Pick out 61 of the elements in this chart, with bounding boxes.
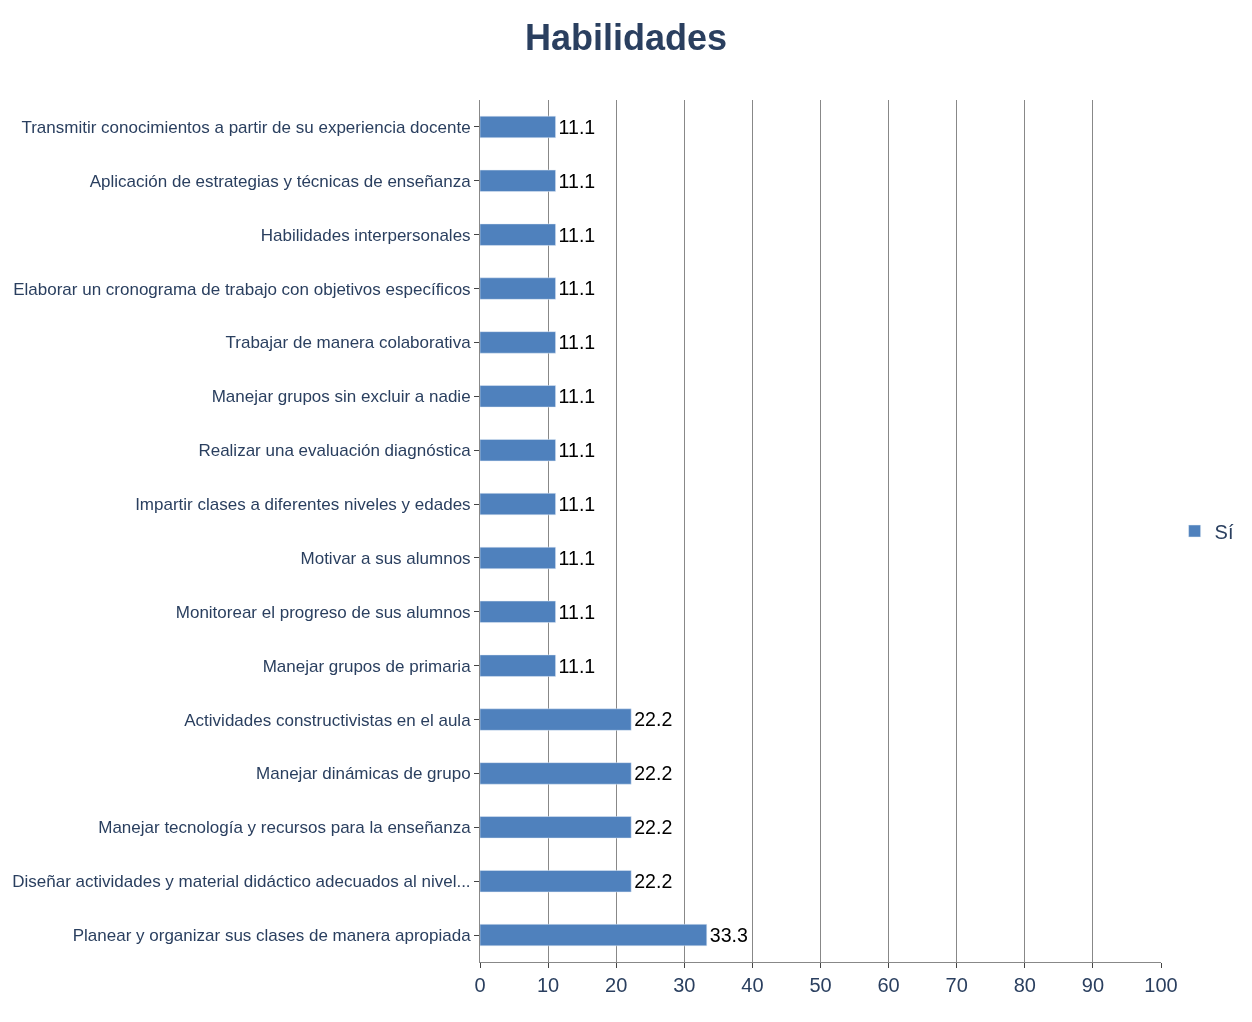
- y-tick-label: Planear y organizar sus clases de manera apropiada: [72, 926, 472, 946]
- y-tick-label: Actividades constructivistas en el aula: [184, 710, 472, 730]
- x-tick-label: 20: [605, 974, 628, 996]
- bar: [480, 546, 556, 569]
- bar: [480, 331, 556, 354]
- bar: [480, 708, 632, 731]
- bar: [480, 870, 632, 893]
- x-tick-label: 0: [474, 974, 486, 996]
- y-tick-label: Habilidades interpersonales: [260, 225, 471, 245]
- y-tick-label: Trabajar de manera colaborativa: [225, 333, 472, 353]
- data-label: 11.1: [558, 546, 596, 569]
- data-label: 11.1: [558, 115, 596, 138]
- bar: [480, 493, 556, 516]
- data-label: 11.1: [558, 331, 596, 354]
- bar: [480, 115, 556, 138]
- x-tick-label: 50: [809, 974, 832, 996]
- y-tick-label: Impartir clases a diferentes niveles y edades: [135, 495, 471, 515]
- data-label: 22.2: [634, 816, 673, 839]
- x-tick-label: 70: [945, 974, 968, 996]
- y-tick-label: Manejar tecnología y recursos para la enseñanza: [98, 818, 472, 838]
- x-tick-label: 90: [1081, 974, 1105, 996]
- data-label: 22.2: [634, 762, 673, 785]
- data-label: 11.1: [558, 492, 596, 515]
- data-label: 11.1: [558, 223, 596, 246]
- bar: [480, 762, 632, 785]
- y-tick-label: Aplicación de estrategias y técnicas de enseñanza: [89, 171, 472, 191]
- data-label: 11.1: [558, 169, 596, 192]
- chart-title: Habilidades: [524, 17, 728, 58]
- y-tick-label: Manejar grupos de primaria: [262, 656, 472, 676]
- y-tick-label: Manejar dinámicas de grupo: [256, 764, 471, 784]
- bar: [480, 439, 556, 462]
- y-tick-label: Diseñar actividades y material didáctico adecuados al nivel...: [12, 872, 471, 892]
- y-tick-label: Monitorear el progreso de sus alumnos: [175, 602, 471, 622]
- x-tick-label: 100: [1144, 974, 1178, 996]
- data-label: 33.3: [709, 923, 748, 946]
- x-tick-label: 30: [673, 974, 696, 996]
- data-label: 22.2: [634, 870, 673, 893]
- y-tick-label: Elaborar un cronograma de trabajo con objetivos específicos: [13, 279, 471, 299]
- bar: [480, 277, 556, 300]
- legend-label: Sí: [1214, 520, 1234, 543]
- data-label: 11.1: [558, 277, 596, 300]
- x-tick-label: 10: [536, 974, 560, 996]
- bar: [480, 654, 556, 677]
- y-tick-label: Transmitir conocimientos a partir de su experiencia docente: [21, 117, 471, 137]
- y-tick-label: Motivar a sus alumnos: [300, 548, 471, 568]
- bar: [480, 223, 556, 246]
- bar: [480, 385, 556, 408]
- y-tick-label: Manejar grupos sin excluir a nadie: [211, 387, 471, 407]
- x-tick-label: 80: [1013, 974, 1036, 996]
- bar: [480, 169, 556, 192]
- x-tick-label: 60: [877, 974, 900, 996]
- data-label: 11.1: [558, 600, 596, 623]
- data-label: 11.1: [558, 385, 596, 408]
- data-label: 11.1: [558, 439, 596, 462]
- bar: [480, 816, 632, 839]
- bar: [480, 924, 708, 947]
- x-tick-label: 40: [741, 974, 764, 996]
- bar: [480, 600, 556, 623]
- y-tick-label: Realizar una evaluación diagnóstica: [198, 441, 472, 461]
- data-label: 22.2: [634, 708, 673, 731]
- data-label: 11.1: [558, 654, 596, 677]
